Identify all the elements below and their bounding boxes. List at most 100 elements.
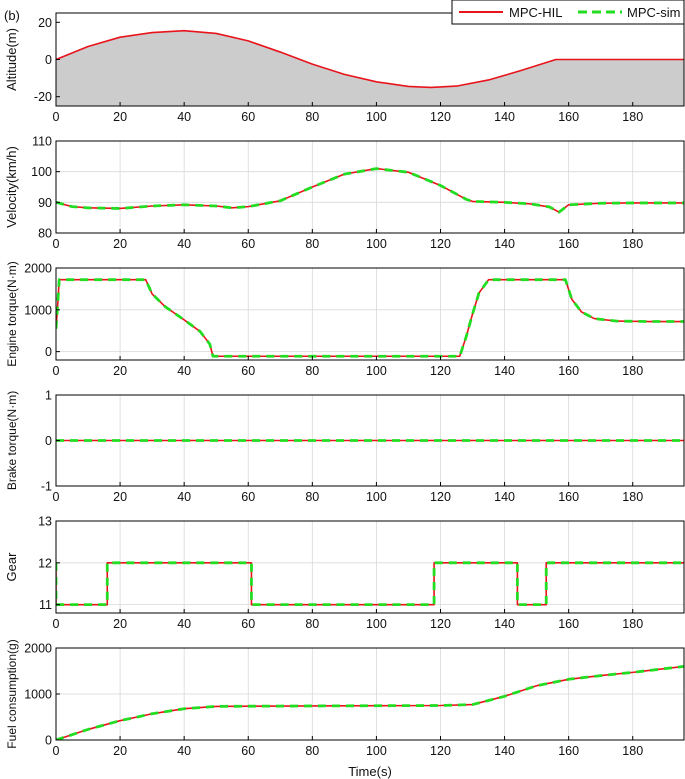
xtick-label-velocity-2: 40 (177, 237, 191, 251)
xtick-label-gear-5: 100 (366, 617, 387, 631)
ytick-label-altitude-2: 20 (38, 16, 52, 30)
panel-label: (b) (4, 8, 20, 23)
xtick-label-altitude-2: 40 (177, 110, 191, 124)
ytick-label-velocity-3: 110 (32, 135, 52, 149)
xtick-label-engine-torque-2: 40 (177, 364, 191, 378)
xtick-label-brake-torque-1: 20 (113, 490, 127, 504)
xtick-label-engine-torque-4: 80 (305, 364, 319, 378)
xtick-label-altitude-7: 140 (494, 110, 515, 124)
xtick-label-altitude-4: 80 (305, 110, 319, 124)
xtick-label-fuel-consumption-6: 120 (430, 744, 451, 758)
xtick-label-brake-torque-9: 180 (622, 490, 643, 504)
panel-fuel-consumption: 0 20 40 60 80 100 120 140 160 180 0 1000 2000 Fuel co… (5, 639, 685, 779)
xtick-label-brake-torque-3: 60 (241, 490, 255, 504)
xtick-label-fuel-consumption-2: 40 (177, 744, 191, 758)
legend-label-sim: MPC-sim (627, 5, 680, 20)
ytick-label-gear-2: 13 (38, 515, 52, 529)
xtick-label-altitude-9: 180 (622, 110, 643, 124)
xtick-label-fuel-consumption-9: 180 (622, 744, 643, 758)
axes-frame-velocity (55, 140, 685, 234)
series-engine-torque-1 (56, 278, 684, 358)
ytick-label-altitude-0: -20 (34, 90, 52, 104)
chart-panels: 0 20 40 60 80 100 120 140 160 180-20020Altitude(m… (4, 12, 685, 779)
plot-area-velocity (56, 167, 684, 214)
axes-frame-engine-torque (55, 267, 685, 361)
xtick-label-altitude-3: 60 (241, 110, 255, 124)
plot-area-engine-torque (56, 278, 684, 358)
panel-altitude: 0 20 40 60 80 100 120 140 160 180-20020Altitude(m… (4, 12, 685, 124)
xlabel-fuel-consumption: Time(s) (348, 764, 392, 779)
ytick-label-brake-torque-2: 1 (45, 389, 52, 403)
xtick-label-brake-torque-2: 40 (177, 490, 191, 504)
xtick-label-gear-8: 160 (558, 617, 579, 631)
xtick-label-fuel-consumption-5: 100 (366, 744, 387, 758)
xtick-label-brake-torque-5: 100 (366, 490, 387, 504)
xtick-label-fuel-consumption-8: 160 (558, 744, 579, 758)
xtick-label-gear-1: 20 (113, 617, 127, 631)
xtick-label-fuel-consumption-4: 80 (305, 744, 319, 758)
xtick-label-velocity-4: 80 (305, 237, 319, 251)
area-fill-altitude (56, 30, 684, 106)
xtick-label-gear-3: 60 (241, 617, 255, 631)
ytick-label-altitude-1: 0 (45, 53, 52, 67)
xtick-label-fuel-consumption-7: 140 (494, 744, 515, 758)
xtick-label-brake-torque-7: 140 (494, 490, 515, 504)
xtick-label-velocity-0: 0 (53, 237, 60, 251)
xtick-label-brake-torque-8: 160 (558, 490, 579, 504)
legend-label-hil: MPC-HIL (509, 5, 562, 20)
xtick-label-brake-torque-4: 80 (305, 490, 319, 504)
xtick-label-altitude-8: 160 (558, 110, 579, 124)
series-velocity-0 (56, 167, 684, 213)
ytick-label-engine-torque-1: 1000 (24, 303, 52, 317)
ylabel-gear: Gear (4, 552, 19, 582)
ytick-label-brake-torque-0: -1 (41, 480, 52, 494)
series-fuel-consumption-0 (56, 665, 684, 740)
plot-area-altitude (56, 29, 684, 106)
xtick-label-velocity-1: 20 (113, 237, 127, 251)
xtick-label-fuel-consumption-0: 0 (53, 744, 60, 758)
xtick-label-velocity-5: 100 (366, 237, 387, 251)
ylabel-fuel-consumption: Fuel consumption(g) (5, 639, 19, 748)
ytick-label-engine-torque-2: 2000 (24, 262, 52, 276)
xtick-label-velocity-6: 120 (430, 237, 451, 251)
xtick-label-fuel-consumption-1: 20 (113, 744, 127, 758)
series-gear-1 (56, 561, 684, 607)
series-gear-0 (56, 562, 684, 606)
axes-frame-gear (55, 520, 685, 614)
plot-area-fuel-consumption (56, 665, 684, 740)
xtick-label-brake-torque-6: 120 (430, 490, 451, 504)
xtick-label-velocity-3: 60 (241, 237, 255, 251)
xtick-label-gear-7: 140 (494, 617, 515, 631)
xtick-label-gear-9: 180 (622, 617, 643, 631)
ylabel-altitude: Altitude(m) (4, 28, 19, 91)
ytick-label-brake-torque-1: 0 (45, 434, 52, 448)
series-velocity-1 (56, 167, 684, 214)
xtick-label-gear-6: 120 (430, 617, 451, 631)
xtick-label-engine-torque-0: 0 (53, 364, 60, 378)
series-fuel-consumption-1 (56, 665, 684, 740)
xtick-label-velocity-7: 140 (494, 237, 515, 251)
xtick-label-engine-torque-7: 140 (494, 364, 515, 378)
xtick-label-engine-torque-1: 20 (113, 364, 127, 378)
ytick-label-gear-1: 12 (38, 556, 52, 570)
xtick-label-velocity-8: 160 (558, 237, 579, 251)
panel-engine-torque: 0 20 40 60 80 100 120 140 160 180 0 1000 2000 Engine … (5, 261, 685, 378)
xtick-label-gear-0: 0 (53, 617, 60, 631)
ylabel-velocity: Velocity(km/h) (4, 146, 19, 228)
xtick-label-engine-torque-9: 180 (622, 364, 643, 378)
xtick-label-altitude-0: 0 (53, 110, 60, 124)
xtick-label-gear-4: 80 (305, 617, 319, 631)
xtick-label-engine-torque-6: 120 (430, 364, 451, 378)
ytick-label-engine-torque-0: 0 (45, 345, 52, 359)
ytick-label-fuel-consumption-2: 2000 (24, 642, 52, 656)
xtick-label-fuel-consumption-3: 60 (241, 744, 255, 758)
panel-velocity: 0 20 40 60 80 100 120 140 160 180 80 90 100 110 Veloci… (4, 135, 685, 251)
xtick-label-velocity-9: 180 (622, 237, 643, 251)
ylabel-brake-torque: Brake torque(N·m) (5, 391, 19, 490)
xtick-label-engine-torque-8: 160 (558, 364, 579, 378)
xtick-label-altitude-6: 120 (430, 110, 451, 124)
ytick-label-fuel-consumption-1: 1000 (24, 688, 52, 702)
xtick-label-brake-torque-0: 0 (53, 490, 60, 504)
